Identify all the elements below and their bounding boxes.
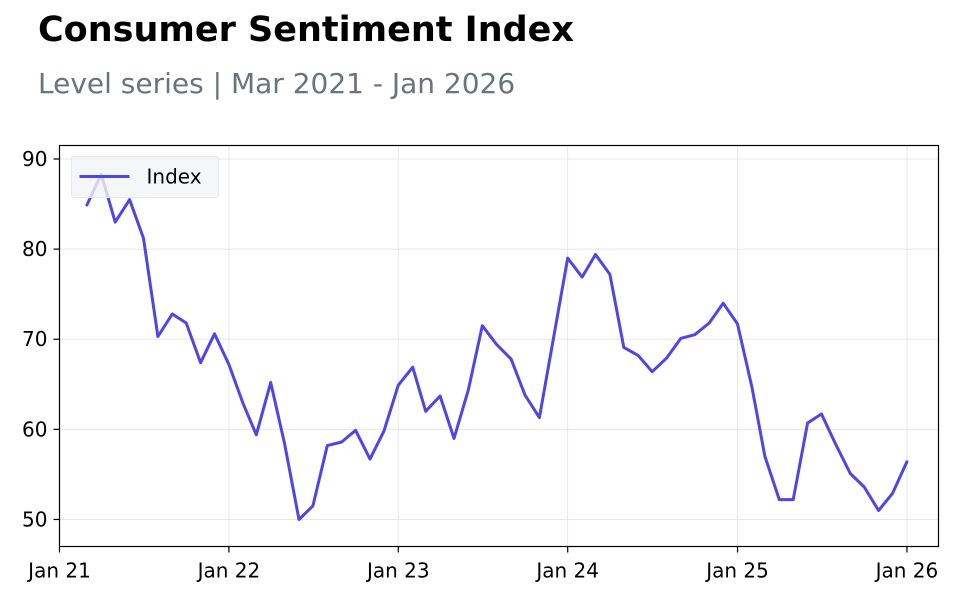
legend-box [71, 156, 219, 198]
x-axis: Jan 21 Jan 22 Jan 23 Jan 24 Jan 25 Jan 26 [26, 546, 939, 583]
x-tick-label: Jan 22 [196, 559, 261, 583]
y-tick-label: 60 [22, 417, 47, 441]
legend: Index [71, 156, 219, 198]
x-tick-label: Jan 24 [534, 559, 599, 583]
series-line-index [85, 172, 909, 521]
x-tick-label: Jan 26 [874, 559, 939, 583]
x-tick-label: Jan 23 [365, 559, 430, 583]
legend-label: Index [147, 165, 202, 189]
chart-subtitle: Level series | Mar 2021 - Jan 2026 [38, 67, 516, 100]
y-tick-label: 70 [22, 327, 47, 351]
y-tick-label: 50 [22, 507, 47, 531]
chart-title: Consumer Sentiment Index [38, 10, 574, 50]
y-axis: 50 60 70 80 90 [22, 147, 60, 531]
x-tick-label: Jan 21 [26, 559, 91, 583]
series-layer [85, 172, 909, 521]
y-tick-label: 80 [22, 237, 47, 261]
plot-frame [58, 144, 940, 548]
y-tick-label: 90 [22, 147, 47, 171]
x-tick-label: Jan 25 [704, 559, 769, 583]
